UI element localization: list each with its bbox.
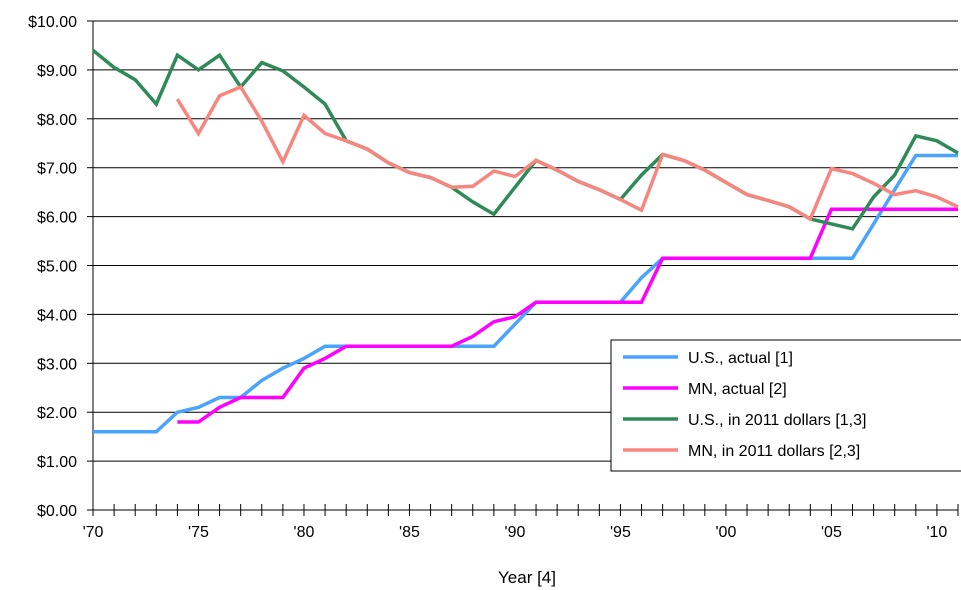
- legend-label-3: U.S., in 2011 dollars [1,3]: [688, 412, 866, 429]
- y-tick-label: $10.00: [28, 14, 77, 31]
- x-tick-label: '90: [505, 524, 526, 541]
- y-tick-label: $3.00: [37, 356, 77, 373]
- legend: U.S., actual [1] MN, actual [2] U.S., in 2…: [610, 339, 961, 472]
- x-tick-label: '85: [399, 524, 420, 541]
- series-line-4: [175, 84, 959, 222]
- x-axis-title: Year [4]: [498, 568, 556, 587]
- legend-label-2: MN, actual [2]: [688, 381, 787, 398]
- gridlines: [93, 20, 958, 462]
- x-tick-label: '80: [294, 524, 315, 541]
- series-line-3: [91, 48, 959, 231]
- x-tick-label: '10: [926, 524, 947, 541]
- legend-label-1: U.S., actual [1]: [688, 350, 793, 367]
- legend-label-4: MN, in 2011 dollars [2,3]: [688, 443, 860, 460]
- x-tick-label: '05: [821, 524, 842, 541]
- y-tick-label: $4.00: [37, 307, 77, 324]
- y-tick-label: $9.00: [37, 63, 77, 80]
- axes: [87, 20, 959, 516]
- series-lines: [91, 48, 959, 434]
- x-tick-label: '75: [188, 524, 209, 541]
- y-tick-label: $5.00: [37, 259, 77, 276]
- y-tick-label: $6.00: [37, 210, 77, 227]
- y-tick-label: $2.00: [37, 405, 77, 422]
- x-tick-label: '95: [610, 524, 631, 541]
- axis-labels: $0.00 $1.00 $2.00 $3.00 $4.00 $5.00 $6.00 $7.00…: [28, 14, 947, 541]
- y-tick-label: $8.00: [37, 112, 77, 129]
- y-tick-label: $1.00: [37, 454, 77, 471]
- y-tick-label: $7.00: [37, 161, 77, 178]
- x-tick-label: '00: [715, 524, 736, 541]
- series-line-2: [177, 207, 958, 424]
- x-tick-label: '70: [83, 524, 104, 541]
- y-tick-label: $0.00: [37, 503, 77, 520]
